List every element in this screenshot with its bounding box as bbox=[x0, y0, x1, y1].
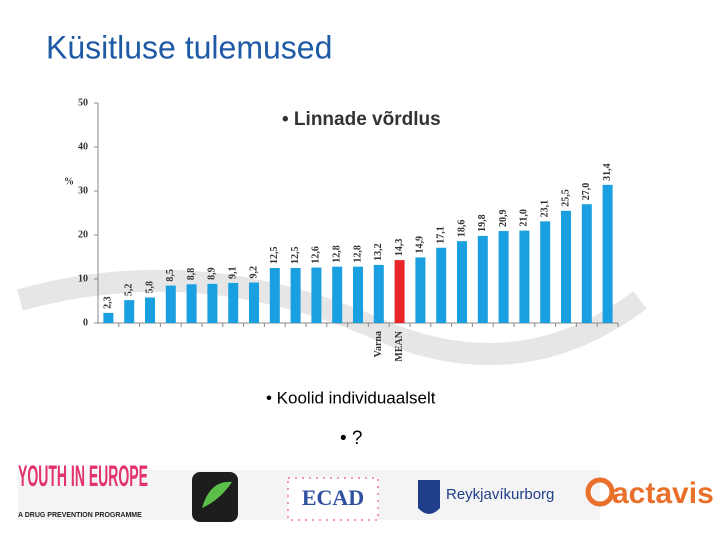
value-label: 5,8 bbox=[144, 281, 155, 294]
logo-leaf bbox=[202, 481, 232, 508]
bar bbox=[228, 282, 239, 323]
bar bbox=[269, 268, 280, 323]
y-tick-label: 40 bbox=[78, 141, 88, 152]
value-label: 9,2 bbox=[248, 266, 259, 279]
logo-ecad: ECAD bbox=[302, 485, 364, 510]
value-label: 5,2 bbox=[123, 284, 134, 297]
bar bbox=[249, 282, 259, 323]
value-label: 23,1 bbox=[539, 200, 550, 218]
bar bbox=[415, 257, 426, 323]
logo-shield bbox=[418, 480, 440, 514]
value-label: 8,5 bbox=[165, 269, 176, 282]
value-label: 2,3 bbox=[103, 296, 114, 309]
logo-youth-sub: A DRUG PREVENTION PROGRAMME bbox=[18, 512, 142, 519]
value-label: 27,0 bbox=[581, 183, 592, 201]
bar bbox=[602, 184, 613, 323]
logos: YOUTH IN EUROPE A DRUG PREVENTION PROGRA… bbox=[18, 460, 714, 522]
bullet: • ? bbox=[340, 428, 363, 449]
y-tick-label: 30 bbox=[78, 185, 88, 196]
value-label: 12,5 bbox=[269, 247, 280, 265]
value-label: 8,8 bbox=[186, 268, 197, 281]
value-label: 20,9 bbox=[498, 210, 509, 227]
logo-reykjavik: Reykjavíkurborg bbox=[446, 486, 554, 503]
value-label: 14,3 bbox=[394, 239, 405, 257]
logo-actavis: actavis bbox=[612, 477, 714, 510]
y-tick-label: 50 bbox=[78, 97, 88, 108]
y-tick-label: 10 bbox=[78, 273, 88, 284]
background-band bbox=[18, 240, 600, 520]
value-label: 8,9 bbox=[207, 267, 218, 280]
bar bbox=[332, 266, 343, 323]
y-tick-label: 0 bbox=[83, 317, 88, 328]
bar bbox=[498, 231, 509, 323]
y-axis-label: % bbox=[64, 176, 74, 187]
x-tick-label: MEAN bbox=[394, 330, 405, 361]
value-label: 12,5 bbox=[290, 247, 301, 265]
logo-ecad-frame bbox=[287, 477, 379, 521]
bar bbox=[561, 210, 571, 323]
bar bbox=[186, 284, 197, 323]
value-label: 21,0 bbox=[519, 209, 530, 227]
value-label: 13,2 bbox=[373, 243, 384, 261]
bar bbox=[436, 247, 447, 323]
value-label: 12,6 bbox=[311, 246, 322, 264]
slide-title: Küsitluse tulemused bbox=[46, 29, 332, 65]
value-label: 25,5 bbox=[560, 189, 571, 207]
bar bbox=[103, 312, 114, 323]
bar bbox=[394, 260, 405, 323]
value-label: 12,8 bbox=[331, 245, 342, 263]
bar bbox=[373, 264, 384, 323]
bullet: • Koolid individuaalselt bbox=[266, 388, 436, 407]
bar bbox=[353, 266, 363, 323]
value-label: 18,6 bbox=[456, 220, 467, 238]
swoosh bbox=[17, 269, 647, 365]
bar bbox=[311, 267, 322, 323]
value-label: 12,8 bbox=[352, 245, 363, 263]
bar bbox=[457, 241, 467, 323]
chart-title: • Linnade võrdlus bbox=[282, 109, 441, 130]
bar bbox=[519, 230, 530, 323]
logo-actavis-mark bbox=[585, 477, 615, 507]
y-tick-label: 20 bbox=[78, 229, 88, 240]
value-label: 31,4 bbox=[602, 163, 613, 181]
bar bbox=[207, 283, 218, 323]
bar bbox=[581, 204, 592, 323]
bar bbox=[145, 297, 155, 323]
bar bbox=[290, 268, 301, 323]
bar bbox=[165, 285, 176, 323]
value-label: 19,8 bbox=[477, 214, 488, 232]
bar bbox=[540, 221, 551, 323]
x-tick-label: Varna bbox=[373, 331, 384, 357]
bar bbox=[124, 300, 135, 323]
bar bbox=[477, 235, 488, 323]
value-label: 9,1 bbox=[227, 266, 238, 279]
value-label: 14,9 bbox=[415, 236, 426, 254]
logo-youth: YOUTH IN EUROPE bbox=[18, 460, 148, 493]
value-label: 17,1 bbox=[435, 226, 446, 244]
